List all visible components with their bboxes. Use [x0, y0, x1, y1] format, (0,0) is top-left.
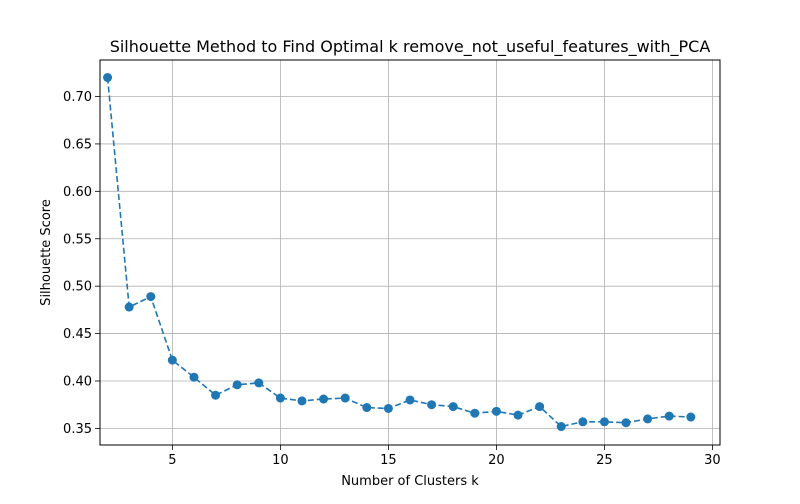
data-point	[470, 408, 480, 418]
data-point	[275, 393, 285, 403]
data-point	[535, 402, 545, 412]
data-point	[599, 417, 609, 427]
data-point	[491, 406, 501, 416]
data-point	[340, 393, 350, 403]
chart-title: Silhouette Method to Find Optimal k remo…	[110, 37, 711, 57]
data-point	[686, 412, 696, 422]
data-point	[297, 396, 307, 406]
y-tick-label: 0.70	[63, 90, 92, 105]
y-tick-label: 0.50	[63, 280, 92, 295]
y-tick-label: 0.65	[63, 137, 92, 152]
data-point	[189, 372, 199, 382]
data-point	[124, 302, 134, 312]
y-tick-label: 0.55	[63, 232, 92, 247]
data-point	[448, 402, 458, 412]
data-point	[146, 292, 156, 302]
data-series	[103, 73, 696, 432]
data-point	[383, 403, 393, 413]
y-tick-label: 0.60	[63, 185, 92, 200]
data-point	[319, 394, 329, 404]
x-tick-label: 10	[272, 453, 289, 468]
data-point	[362, 403, 372, 413]
data-point	[513, 410, 523, 420]
data-point	[427, 400, 437, 410]
data-point	[664, 411, 674, 421]
x-tick-label: 25	[596, 453, 613, 468]
plot-area-frame	[99, 59, 721, 446]
data-point	[167, 355, 177, 365]
y-axis-label: Silhouette Score	[39, 199, 54, 306]
x-tick-label: 30	[704, 453, 721, 468]
x-tick-label: 5	[168, 453, 176, 468]
data-point	[254, 378, 264, 388]
y-axis-ticks: 0.35 0.40 0.45 0.50 0.55 0.60 0.65 0.70	[63, 90, 100, 437]
x-tick-label: 15	[380, 453, 397, 468]
y-tick-label: 0.35	[63, 422, 92, 437]
x-axis-label: Number of Clusters k	[341, 474, 479, 489]
data-point	[103, 73, 113, 83]
y-tick-label: 0.40	[63, 374, 92, 389]
data-point	[578, 417, 588, 427]
data-point	[405, 395, 415, 405]
data-point	[556, 422, 566, 432]
data-point	[211, 390, 221, 400]
grid	[100, 60, 720, 445]
data-point	[232, 380, 242, 390]
x-axis-ticks: 5 10 15 20 25 30	[168, 445, 721, 468]
y-tick-label: 0.45	[63, 327, 92, 342]
series-line	[106, 77, 691, 428]
x-tick-label: 20	[488, 453, 505, 468]
data-point	[621, 418, 631, 428]
data-point	[643, 414, 653, 424]
